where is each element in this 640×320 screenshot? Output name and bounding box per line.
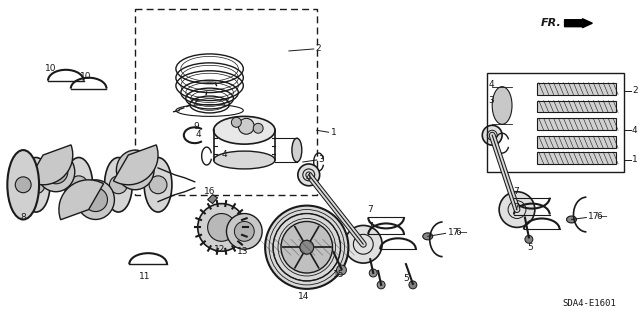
Text: SDA4-E1601: SDA4-E1601 — [563, 299, 616, 308]
Text: 17—: 17— — [588, 212, 609, 221]
Text: 4: 4 — [306, 173, 312, 182]
Ellipse shape — [116, 150, 154, 190]
Ellipse shape — [37, 152, 75, 192]
Circle shape — [70, 176, 88, 194]
Text: 2: 2 — [632, 86, 637, 95]
Ellipse shape — [423, 233, 433, 240]
Ellipse shape — [104, 157, 132, 212]
Circle shape — [124, 158, 147, 182]
Text: 8: 8 — [20, 213, 26, 222]
Ellipse shape — [492, 87, 512, 124]
Text: 1: 1 — [632, 156, 637, 164]
Circle shape — [298, 164, 319, 186]
Text: 14: 14 — [298, 292, 310, 301]
Ellipse shape — [144, 157, 172, 212]
Wedge shape — [28, 145, 73, 185]
Circle shape — [525, 235, 533, 243]
Text: FR.: FR. — [541, 18, 561, 28]
Circle shape — [253, 123, 263, 133]
Circle shape — [499, 192, 535, 228]
Text: 3: 3 — [319, 156, 324, 164]
Circle shape — [483, 125, 502, 145]
Circle shape — [337, 265, 346, 275]
Text: 2: 2 — [316, 44, 321, 53]
Text: 10: 10 — [45, 64, 57, 73]
Text: 16: 16 — [204, 187, 215, 196]
Circle shape — [369, 269, 377, 277]
Text: 13: 13 — [237, 247, 248, 256]
Text: 4: 4 — [488, 80, 494, 89]
Circle shape — [109, 176, 127, 194]
Circle shape — [149, 176, 167, 194]
Text: 9: 9 — [194, 122, 200, 131]
Bar — [135, 9, 317, 195]
Text: 7: 7 — [367, 222, 373, 231]
Ellipse shape — [214, 116, 275, 144]
Ellipse shape — [65, 157, 93, 212]
Bar — [537, 152, 616, 164]
Text: 15: 15 — [333, 269, 344, 278]
Text: 17—: 17— — [447, 228, 468, 237]
Text: 6: 6 — [456, 228, 461, 237]
Circle shape — [234, 221, 254, 241]
Bar — [537, 83, 616, 95]
Text: 1: 1 — [331, 128, 337, 137]
Circle shape — [409, 281, 417, 289]
Circle shape — [44, 160, 68, 184]
Wedge shape — [113, 145, 158, 185]
Text: 11: 11 — [140, 272, 151, 282]
Ellipse shape — [77, 180, 115, 220]
Bar — [537, 118, 616, 130]
Ellipse shape — [214, 151, 275, 169]
Text: 7: 7 — [513, 187, 519, 196]
Bar — [487, 73, 624, 172]
Text: 7: 7 — [367, 205, 373, 214]
Text: 4: 4 — [221, 149, 227, 158]
Circle shape — [198, 204, 245, 251]
Circle shape — [84, 188, 108, 212]
Bar — [537, 100, 616, 112]
Bar — [537, 136, 616, 148]
Circle shape — [227, 213, 262, 249]
Text: 7: 7 — [513, 203, 519, 212]
Circle shape — [377, 281, 385, 289]
Circle shape — [281, 221, 333, 273]
Text: 3: 3 — [488, 96, 494, 105]
Circle shape — [27, 176, 45, 194]
Text: 12: 12 — [214, 245, 225, 254]
Circle shape — [300, 240, 314, 254]
Ellipse shape — [566, 216, 577, 223]
Circle shape — [238, 118, 254, 134]
Text: 6: 6 — [596, 212, 602, 221]
Circle shape — [207, 213, 236, 241]
Wedge shape — [59, 180, 104, 220]
Text: 5: 5 — [527, 243, 532, 252]
Circle shape — [15, 177, 31, 193]
Ellipse shape — [7, 150, 39, 220]
Text: 4: 4 — [196, 130, 202, 139]
FancyArrow shape — [564, 19, 593, 28]
Ellipse shape — [292, 138, 302, 162]
Text: 10: 10 — [80, 72, 92, 81]
Text: 4: 4 — [632, 126, 637, 135]
Circle shape — [265, 206, 348, 289]
Circle shape — [232, 117, 241, 127]
Ellipse shape — [22, 157, 50, 212]
Text: 5: 5 — [403, 275, 409, 284]
Circle shape — [344, 225, 382, 263]
Polygon shape — [207, 195, 218, 204]
